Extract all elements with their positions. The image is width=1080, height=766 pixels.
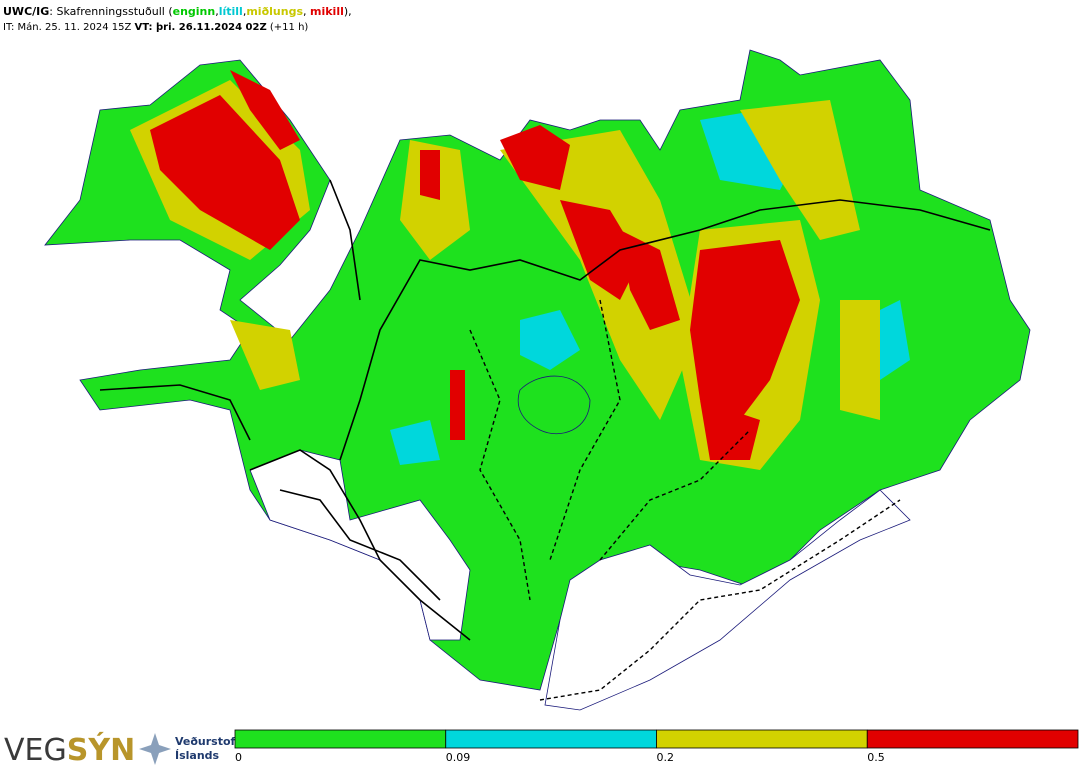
header-segment: UWC/IG [3, 5, 49, 18]
snow-free-area [249, 449, 471, 641]
legend-tick-label: 0.5 [867, 751, 885, 764]
header-segment: VT: þri. 26.11.2024 02Z [135, 22, 267, 33]
header-line1: UWC/IG: Skafrenningsstuðull (enginn,líti… [3, 5, 352, 18]
header-segment: lítill [219, 5, 243, 18]
header-segment: (+11 h) [267, 22, 309, 33]
header-segment: enginn [173, 5, 216, 18]
org-name: Veðurstofa [175, 735, 243, 748]
org-name: Íslands [175, 749, 220, 762]
header-line2: IT: Mán. 25. 11. 2024 15Z VT: þri. 26.11… [3, 21, 308, 33]
red-areas [150, 70, 800, 460]
roads [99, 179, 991, 641]
header-segment: , [303, 5, 310, 18]
legend-swatch [445, 729, 657, 749]
legend-tick-label: 0 [235, 751, 242, 764]
header-segment: IT: Mán. 25. 11. 2024 15Z [3, 21, 135, 33]
tracks [469, 299, 901, 701]
legend-tick-label: 0.2 [657, 751, 675, 764]
header-segment: miðlungs [246, 5, 303, 18]
header-segment: mikill [310, 5, 344, 18]
legend-tick-label: 0.09 [446, 751, 471, 764]
logo-star [139, 733, 171, 765]
legend: 0 0.09 0.2 0.5 [234, 729, 1079, 764]
glacier-outline [517, 375, 591, 434]
header-segment: , [215, 5, 219, 18]
legend-swatch [234, 729, 447, 749]
logo-text: VEGSÝN [4, 731, 135, 766]
legend-swatch [656, 729, 868, 749]
header-segment: : Skafrenningsstuðull ( [49, 5, 172, 18]
legend-swatch [866, 729, 1079, 749]
logo-right: SÝN [67, 731, 135, 766]
snow-free-area [544, 489, 911, 711]
map [44, 49, 1031, 711]
header-segment: , [243, 5, 247, 18]
header-segment: ), [344, 5, 352, 18]
logo: VEGSÝN Veðurstofa Íslands [4, 731, 243, 766]
logo-left: VEG [4, 733, 67, 766]
